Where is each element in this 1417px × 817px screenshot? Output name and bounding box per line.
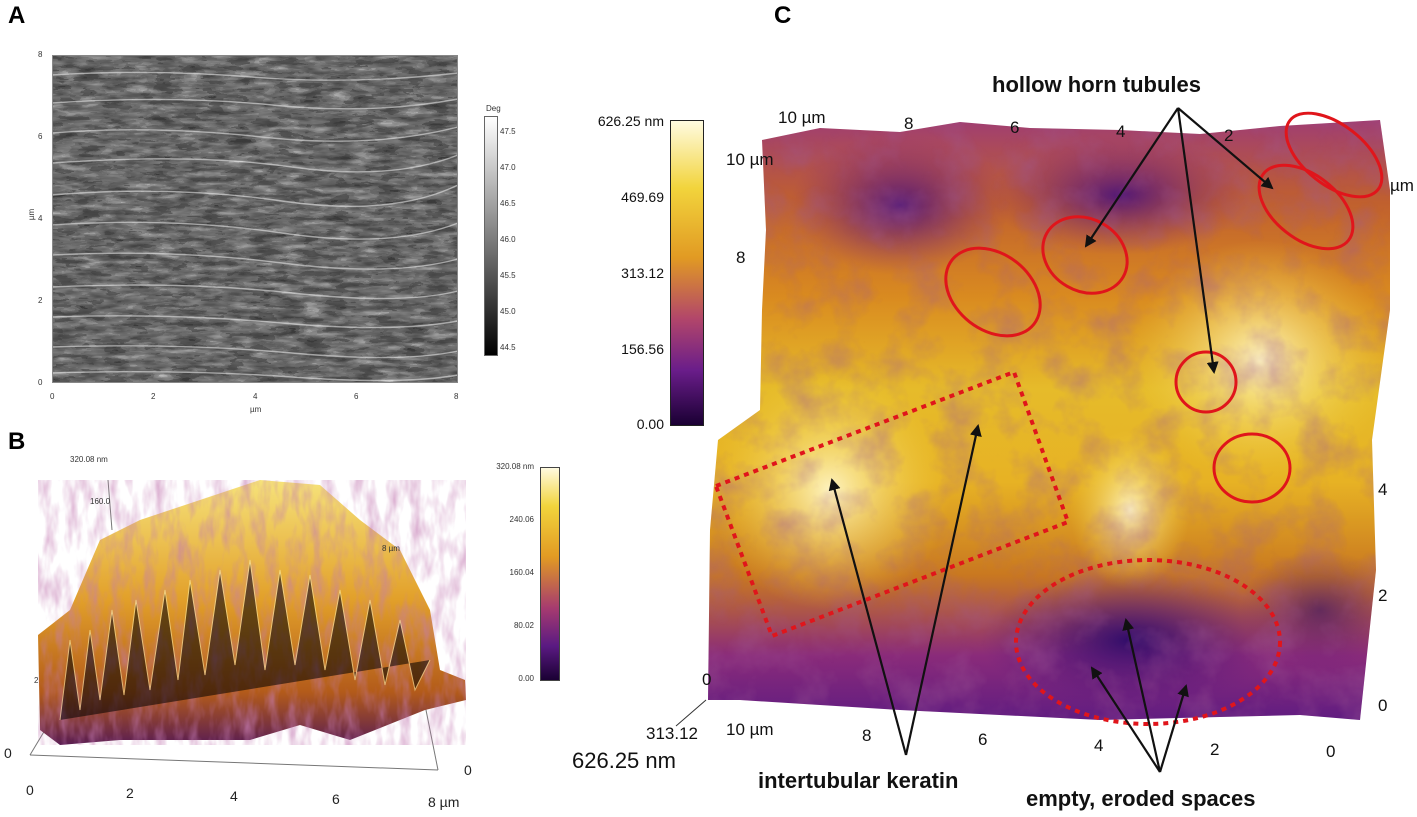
panel-a-colorbar-tick: 47.0: [500, 163, 516, 172]
panel-b-right-tick: 0: [464, 762, 472, 778]
panel-a-colorbar-tick: 46.0: [500, 235, 516, 244]
panel-c-top-tick: 6: [1010, 118, 1020, 137]
panel-b-xtick: 4: [230, 788, 238, 804]
label-intertubular-keratin: intertubular keratin: [758, 768, 959, 793]
panel-c-letter: C: [774, 2, 792, 29]
panel-c-top-tick: 8: [904, 114, 914, 133]
panel-a-colorbar-tick: 46.5: [500, 199, 516, 208]
panel-c-z-mid: 313.12: [646, 724, 698, 743]
panel-c-z-max: 626.25 nm: [572, 748, 676, 773]
panel-c-corner-zero: 0: [702, 670, 712, 689]
panel-b-axis-unit: 8 µm: [382, 544, 400, 553]
tubule-circle: [944, 246, 1042, 338]
panel-c-right-tick: 0: [1378, 696, 1388, 715]
panel-b-xtick: 8 µm: [428, 794, 460, 810]
panel-c-right-tick: µm: [1390, 176, 1414, 195]
arrow: [1084, 107, 1179, 248]
tubule-circle: [1284, 111, 1384, 199]
intertubular-rectangle: [713, 369, 1071, 639]
panel-a-ytick: 8: [38, 50, 43, 59]
panel-c-bottom-tick: 4: [1094, 736, 1104, 755]
arrow: [1090, 666, 1161, 773]
panel-a-xtick: 4: [253, 392, 258, 401]
panel-c-bottom-tick: 8: [862, 726, 872, 745]
arrow: [1177, 107, 1274, 190]
panel-c-colorbar-tick: 626.25 nm: [597, 113, 664, 129]
panel-b-left-tick: 0: [4, 745, 12, 761]
panel-a-colorbar-title: Deg: [486, 104, 501, 113]
panel-a-xtick: 2: [151, 392, 156, 401]
panel-b-colorbar-tick: 0.00: [518, 674, 534, 683]
eroded-spaces-ellipse: [1014, 558, 1282, 726]
tubule-circle: [1041, 215, 1129, 295]
panel-b-left-mid-tick: 2: [34, 676, 39, 685]
panel-c-colorbar-tick: 313.12: [621, 265, 664, 281]
panel-b-letter: B: [8, 428, 26, 455]
panel-b-colorbar-tick: 320.08 nm: [496, 462, 534, 471]
panel-a-colorbar: [484, 116, 498, 356]
tubule-circle: [1257, 163, 1355, 251]
panel-c-colorbar-tick: 156.56: [621, 341, 664, 357]
panel-a-ytick: 4: [38, 214, 43, 223]
panel-c-top-tick: 4: [1116, 122, 1126, 141]
panel-c-top-tick: 10 µm: [778, 108, 826, 127]
panel-a-ytick: 0: [38, 378, 43, 387]
panel-a-xtick: 0: [50, 392, 55, 401]
arrow: [1158, 684, 1189, 773]
panel-c-right-tick: 4: [1378, 480, 1388, 499]
z-axis-leader: [675, 699, 707, 727]
label-hollow-horn-tubules: hollow horn tubules: [992, 72, 1201, 97]
panel-a-xtick: 8: [454, 392, 459, 401]
panel-b-xtick: 2: [126, 785, 134, 801]
panel-b-xtick: 6: [332, 791, 340, 807]
panel-c-left-tick: 8: [736, 248, 746, 267]
panel-b-colorbar-tick: 240.06: [509, 515, 534, 524]
panel-c-bottom-tick: 2: [1210, 740, 1220, 759]
panel-c-bottom-tick: 10 µm: [726, 720, 774, 739]
panel-a-frame: [52, 55, 458, 383]
panel-a-ytick: 6: [38, 132, 43, 141]
panel-c-colorbar-tick: 0.00: [636, 416, 664, 432]
panel-b-xtick: 0: [26, 782, 34, 798]
panel-c-top-tick: 2: [1224, 126, 1234, 145]
panel-b-z-mid: 160.0: [90, 497, 111, 506]
panel-a-letter: A: [8, 2, 26, 29]
panel-c-colorbar-tick: 469.69: [621, 189, 664, 205]
panel-a-colorbar-tick: 44.5: [500, 343, 516, 352]
panel-b-3d-surface: [29, 479, 466, 771]
panel-c-colorbar: [670, 120, 704, 426]
arrow: [1122, 618, 1162, 773]
arrow: [904, 424, 982, 756]
arrow: [1176, 107, 1219, 374]
tubule-circle: [1174, 350, 1238, 414]
panel-a-phase-image: [51, 55, 459, 383]
panel-c-bottom-tick: 0: [1326, 742, 1336, 761]
panel-b-z-top: 320.08 nm: [70, 455, 108, 464]
label-empty-eroded-spaces: empty, eroded spaces: [1026, 786, 1256, 811]
panel-a-colorbar-tick: 45.5: [500, 271, 516, 280]
panel-a-xtick: 6: [354, 392, 359, 401]
panel-c-right-tick: 2: [1378, 586, 1388, 605]
panel-c-bottom-tick: 6: [978, 730, 988, 749]
panel-b-colorbar: [540, 467, 560, 681]
panel-a-colorbar-tick: 47.5: [500, 127, 516, 136]
panel-b-colorbar-tick: 160.04: [509, 568, 534, 577]
panel-a-ytick: 2: [38, 296, 43, 305]
panel-a-xlabel: µm: [250, 405, 262, 414]
arrow: [828, 478, 908, 756]
panel-c-3d-surface: [708, 120, 1390, 720]
panel-c-left-tick: 10 µm: [726, 150, 774, 169]
panel-a-colorbar-tick: 45.0: [500, 307, 516, 316]
tubule-circle: [1212, 432, 1292, 504]
panel-b-colorbar-tick: 80.02: [513, 621, 534, 630]
